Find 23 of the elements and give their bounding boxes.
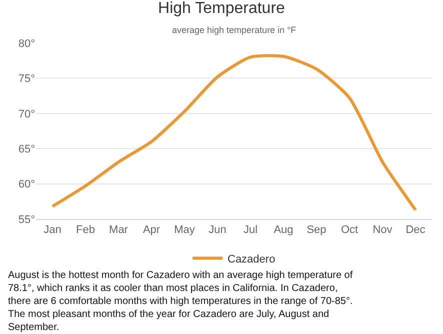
- chart-subtitle: average high temperature in °F: [172, 25, 297, 35]
- x-tick-label: Sep: [306, 224, 326, 236]
- y-tick-label: 65°: [18, 143, 35, 156]
- text: August is the hottest month for Cazadero with an average high temperature of 78.1°, which ranks it as cooler than most places in California. In Cazadero, there are 6 comfortable months with high temperatures in the range of 70-85°. The most pleasant months of the year for Cazadero are July, August and September.: [8, 270, 353, 333]
- x-tick-label: Aug: [274, 224, 294, 236]
- x-tick-label: Oct: [340, 224, 358, 236]
- chart-title: High Temperature: [158, 0, 286, 17]
- line-series: [51, 54, 417, 212]
- legend-label: Cazadero: [228, 253, 276, 266]
- y-tick-label: 60°: [18, 178, 35, 191]
- y-tick-label: 55°: [18, 214, 35, 226]
- x-tick-label: Jul: [243, 224, 258, 236]
- x-tick-label: Nov: [372, 224, 393, 236]
- x-tick-label: May: [174, 224, 196, 236]
- x-tick-label: Mar: [109, 224, 128, 236]
- x-tick-label: Apr: [142, 224, 160, 236]
- x-tick-label: Feb: [76, 224, 95, 236]
- y-tick-label: 70°: [18, 108, 35, 120]
- x-tick-label: Dec: [406, 224, 426, 236]
- y-tick-label: 80°: [18, 38, 35, 50]
- x-tick-label: Jun: [208, 224, 226, 236]
- x-tick-label: Jan: [44, 224, 62, 236]
- y-tick-label: 75°: [18, 73, 35, 86]
